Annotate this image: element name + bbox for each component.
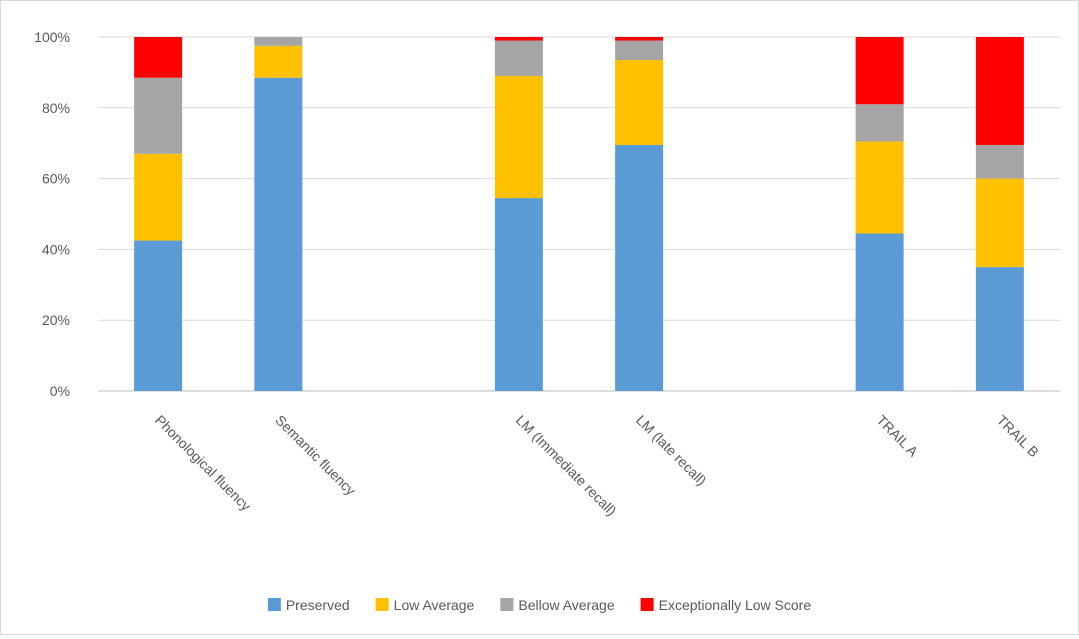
legend-label: Exceptionally Low Score: [659, 597, 812, 613]
legend-item: Exceptionally Low Score: [640, 597, 812, 613]
x-tick-label: LM (Immediate recall): [513, 412, 620, 519]
x-tick-label: Phonological fluency: [152, 412, 254, 514]
bar-segment: [254, 45, 303, 78]
bar-segment: [855, 37, 904, 105]
legend-swatch: [375, 598, 389, 611]
bar-segment: [855, 141, 904, 234]
x-tick-label: TRAIL A: [874, 412, 922, 460]
bar-segment: [494, 75, 543, 199]
bar-segment: [975, 37, 1024, 145]
bar-segment: [855, 104, 904, 142]
bar-segment: [494, 40, 543, 76]
x-tick-label: Semantic fluency: [272, 412, 359, 499]
bar-segment: [134, 37, 183, 78]
y-tick-label: 80%: [42, 100, 70, 116]
legend-label: Bellow Average: [518, 597, 614, 613]
bar-segment: [975, 267, 1024, 391]
bar-segment: [855, 233, 904, 391]
legend-item: Bellow Average: [500, 597, 615, 613]
legend-swatch: [500, 598, 514, 611]
y-tick-label: 40%: [42, 241, 70, 257]
bar-segment: [975, 144, 1024, 179]
bar-segment: [134, 240, 183, 391]
legend-label: Low Average: [394, 597, 475, 613]
x-tick-label: TRAIL B: [994, 412, 1042, 460]
bar-segment: [254, 77, 303, 392]
bar-segment: [615, 40, 664, 61]
bar-segment: [254, 37, 303, 46]
legend-item: Low Average: [375, 597, 475, 613]
y-tick-label: 0%: [50, 383, 70, 399]
y-axis: 0% 20% 40% 60% 80% 100%: [34, 29, 70, 399]
legend-item: Preserved: [267, 597, 350, 613]
legend-swatch: [267, 598, 281, 611]
bar-segment: [615, 144, 664, 391]
y-tick-label: 60%: [42, 171, 70, 187]
bars: [134, 37, 1024, 392]
bar-segment: [134, 77, 183, 154]
legend-label: Preserved: [286, 597, 350, 613]
bar-segment: [494, 37, 543, 41]
bar-segment: [615, 37, 664, 41]
legend-swatch: [640, 598, 654, 611]
x-axis: Phonological fluency Semantic fluency LM (…: [152, 412, 1042, 519]
legend: Preserved Low Average Bellow Average Except…: [267, 597, 812, 613]
gridlines: [98, 36, 1060, 392]
x-tick-label: LM (late recall): [633, 412, 710, 489]
bar-segment: [975, 178, 1024, 268]
bar-segment: [615, 60, 664, 145]
y-tick-label: 100%: [34, 29, 70, 45]
y-tick-label: 20%: [42, 312, 70, 328]
bar-segment: [494, 198, 543, 391]
bar-segment: [134, 153, 183, 241]
